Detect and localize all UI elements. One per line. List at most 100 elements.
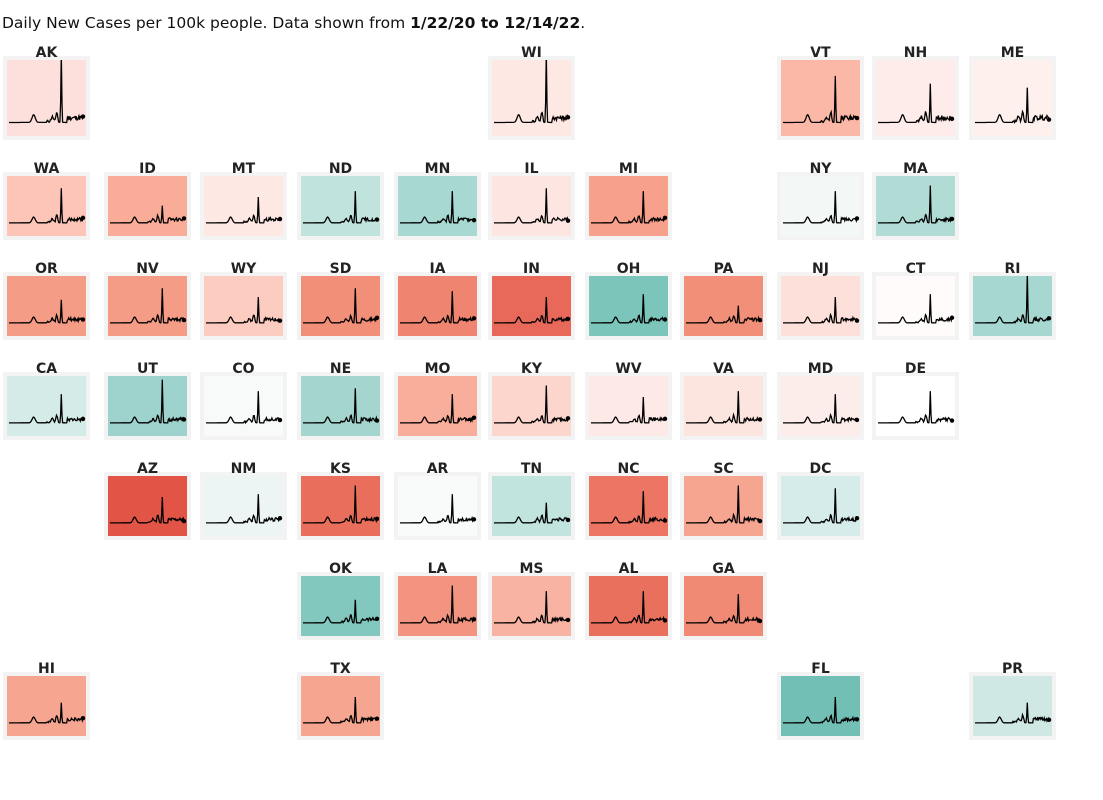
- state-tile-ia[interactable]: IA: [394, 260, 481, 340]
- sparkline: [494, 188, 571, 224]
- state-tile-wv[interactable]: WV: [585, 360, 672, 440]
- sparkline-end-dot: [80, 317, 86, 322]
- sparkline: [206, 296, 283, 324]
- sparkline-panel: [394, 372, 481, 440]
- sparkline: [494, 60, 571, 124]
- sparkline: [783, 394, 860, 424]
- state-tile-vt[interactable]: VT: [777, 44, 864, 140]
- sparkline: [591, 396, 668, 424]
- state-tile-la[interactable]: LA: [394, 560, 481, 640]
- sparkline: [9, 394, 86, 424]
- sparkline-panel: [297, 272, 384, 340]
- state-tile-or[interactable]: OR: [3, 260, 90, 340]
- state-tile-nh[interactable]: NH: [872, 44, 959, 140]
- state-label: NE: [329, 361, 352, 377]
- state-tile-nj[interactable]: NJ: [777, 260, 864, 340]
- sparkline-line: [303, 485, 378, 524]
- state-tile-tn[interactable]: TN: [488, 460, 575, 540]
- state-tile-sc[interactable]: SC: [680, 460, 767, 540]
- sparkline-panel: [104, 472, 191, 540]
- state-tile-fl[interactable]: FL: [777, 660, 864, 740]
- state-tile-nc[interactable]: NC: [585, 460, 672, 540]
- state-tile-ne[interactable]: NE: [297, 360, 384, 440]
- state-tile-il[interactable]: IL: [488, 160, 575, 240]
- state-label: NY: [809, 161, 832, 177]
- state-label: PA: [713, 261, 734, 277]
- state-tile-pa[interactable]: PA: [680, 260, 767, 340]
- state-tile-ar[interactable]: AR: [394, 460, 481, 540]
- sparkline-line: [110, 205, 185, 224]
- state-tile-al[interactable]: AL: [585, 560, 672, 640]
- state-tile-mi[interactable]: MI: [585, 160, 672, 240]
- title-suffix: .: [580, 14, 586, 32]
- state-tile-wi[interactable]: WI: [488, 44, 575, 140]
- state-tile-id[interactable]: ID: [104, 160, 191, 240]
- state-tile-ut[interactable]: UT: [104, 360, 191, 440]
- state-label: WY: [230, 261, 257, 277]
- state-tile-co[interactable]: CO: [200, 360, 287, 440]
- state-tile-ri[interactable]: RI: [969, 260, 1056, 340]
- state-tile-mo[interactable]: MO: [394, 360, 481, 440]
- sparkline-panel: [3, 272, 90, 340]
- state-tile-ga[interactable]: GA: [680, 560, 767, 640]
- state-label: WI: [521, 45, 542, 61]
- state-tile-ct[interactable]: CT: [872, 260, 959, 340]
- state-label: GA: [712, 561, 735, 577]
- state-tile-wy[interactable]: WY: [200, 260, 287, 340]
- state-label: AK: [35, 45, 58, 61]
- sparkline-panel: [777, 56, 864, 140]
- state-tile-pr[interactable]: PR: [969, 660, 1056, 740]
- state-tile-dc[interactable]: DC: [777, 460, 864, 540]
- state-tile-nd[interactable]: ND: [297, 160, 384, 240]
- sparkline-panel: [969, 272, 1056, 340]
- sparkline-panel: [3, 172, 90, 240]
- state-label: MA: [903, 161, 928, 177]
- state-tile-oh[interactable]: OH: [585, 260, 672, 340]
- state-tile-hi[interactable]: HI: [3, 660, 90, 740]
- sparkline-panel: [394, 272, 481, 340]
- sparkline-line: [878, 185, 952, 224]
- sparkline-panel: [394, 172, 481, 240]
- state-tile-me[interactable]: ME: [969, 44, 1056, 140]
- state-tile-de[interactable]: DE: [872, 360, 959, 440]
- sparkline-panel: [200, 172, 287, 240]
- sparkline: [400, 494, 477, 524]
- state-tile-ms[interactable]: MS: [488, 560, 575, 640]
- state-tile-tx[interactable]: TX: [297, 660, 384, 740]
- sparkline-line: [878, 391, 953, 424]
- sparkline: [686, 305, 763, 324]
- sparkline: [9, 702, 86, 724]
- state-tile-ak[interactable]: AK: [3, 44, 90, 140]
- state-tile-az[interactable]: AZ: [104, 460, 191, 540]
- sparkline-panel: [777, 372, 864, 440]
- state-tile-va[interactable]: VA: [680, 360, 767, 440]
- sparkline-panel: [777, 472, 864, 540]
- state-label: OK: [329, 561, 352, 577]
- sparkline-line: [400, 494, 475, 524]
- state-tile-wa[interactable]: WA: [3, 160, 90, 240]
- sparkline-line: [400, 394, 475, 424]
- state-tile-ca[interactable]: CA: [3, 360, 90, 440]
- state-tile-ky[interactable]: KY: [488, 360, 575, 440]
- state-tile-mt[interactable]: MT: [200, 160, 287, 240]
- state-label: ID: [139, 161, 156, 177]
- sparkline-line: [783, 296, 858, 324]
- sparkline-end-dot: [80, 416, 86, 422]
- state-label: CA: [35, 361, 58, 377]
- state-tile-in[interactable]: IN: [488, 260, 575, 340]
- state-tile-md[interactable]: MD: [777, 360, 864, 440]
- state-label: HI: [38, 661, 55, 677]
- state-tile-nm[interactable]: NM: [200, 460, 287, 540]
- state-tile-mn[interactable]: MN: [394, 160, 481, 240]
- sparkline-end-dot: [181, 417, 187, 422]
- state-tile-ok[interactable]: OK: [297, 560, 384, 640]
- state-tile-ks[interactable]: KS: [297, 460, 384, 540]
- sparkline: [494, 385, 571, 424]
- sparkline: [783, 488, 860, 524]
- sparkline-end-dot: [662, 518, 668, 523]
- state-tile-ny[interactable]: NY: [777, 160, 864, 240]
- state-tile-nv[interactable]: NV: [104, 260, 191, 340]
- state-tile-ma[interactable]: MA: [872, 160, 959, 240]
- sparkline-end-dot: [471, 617, 477, 622]
- state-tile-sd[interactable]: SD: [297, 260, 384, 340]
